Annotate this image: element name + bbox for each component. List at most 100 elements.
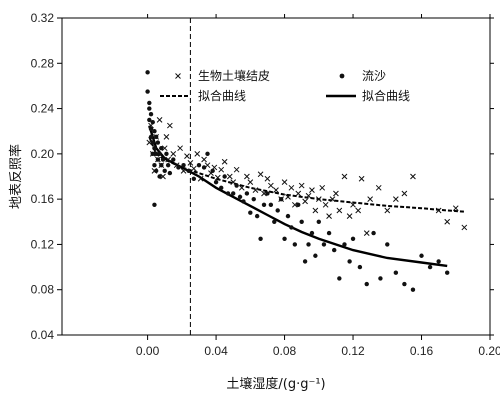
sand-point (171, 157, 176, 162)
crust-point (273, 187, 279, 193)
sand-point (251, 196, 256, 202)
y-tick-label: 0.20 (31, 147, 55, 161)
sand-point (289, 225, 294, 230)
crust-point (190, 165, 197, 172)
crust-point (261, 190, 267, 197)
sand-point (282, 236, 287, 241)
cross-stroke (264, 175, 271, 182)
cross-stroke (201, 156, 207, 163)
crust-point (163, 134, 170, 140)
y-tick-label: 0.24 (31, 102, 55, 116)
crust-point (281, 179, 288, 186)
sand-point (268, 202, 274, 208)
sand-point (148, 126, 154, 132)
crust-point (384, 207, 391, 214)
cross-stroke (238, 184, 245, 191)
sand-point (364, 281, 369, 287)
sand-point (302, 259, 308, 264)
legend-sand-marker (339, 73, 345, 79)
sand-point (159, 145, 164, 151)
sand-point (176, 165, 181, 170)
sand-point (309, 230, 315, 236)
sand-point (157, 151, 162, 157)
sand-point (152, 129, 157, 134)
y-tick-label: 0.12 (31, 237, 55, 251)
sand-point (213, 179, 219, 185)
crust-point (346, 213, 353, 219)
cross-stroke (180, 167, 187, 174)
cross-stroke (435, 207, 442, 214)
legend-sand-fit-label: 拟合曲线 (362, 88, 410, 103)
sand-point (313, 253, 318, 258)
crust-point (146, 139, 153, 146)
cross-stroke (160, 173, 166, 180)
crust-point (187, 160, 194, 166)
cross-stroke (218, 166, 225, 173)
cross-stroke (190, 165, 197, 172)
cross-stroke (233, 166, 240, 173)
crust-point (336, 207, 343, 214)
crust-point (170, 151, 177, 157)
crust-point (268, 182, 274, 189)
sand-point (191, 176, 197, 181)
cross-stroke (329, 196, 336, 202)
sand-point (147, 117, 152, 123)
cross-stroke (322, 201, 329, 208)
sand-point (402, 281, 407, 287)
sand-point (222, 174, 227, 179)
cross-stroke (187, 160, 194, 166)
sand-point (145, 89, 150, 94)
crust-point (355, 207, 362, 214)
crust-point (194, 151, 201, 157)
crust-point (341, 173, 348, 180)
cross-stroke (346, 213, 353, 219)
crust-point (288, 184, 295, 191)
cross-stroke (257, 171, 264, 178)
cross-stroke (173, 162, 180, 169)
crust-point (160, 173, 166, 180)
cross-stroke (336, 207, 343, 214)
cross-stroke (355, 207, 362, 214)
crust-point (358, 175, 365, 182)
sand-point (371, 230, 376, 236)
cross-stroke (326, 213, 332, 219)
y-tick-label: 0.08 (31, 283, 55, 297)
sand-point (265, 191, 270, 196)
sand-point (261, 202, 267, 208)
sand-point (244, 191, 250, 196)
sand-point (234, 183, 239, 188)
cross-stroke (273, 187, 279, 193)
sand-point (157, 174, 162, 179)
cross-stroke (221, 158, 228, 165)
cross-stroke (268, 182, 274, 189)
legend-sand-label: 流沙 (362, 69, 386, 83)
sand-point (285, 213, 291, 219)
cross-stroke (175, 73, 181, 79)
sand-point (445, 270, 450, 275)
cross-stroke (156, 117, 163, 123)
cross-stroke (230, 179, 237, 186)
cross-stroke (452, 205, 459, 212)
sand-point (152, 145, 157, 151)
cross-stroke (358, 175, 365, 182)
sand-point (165, 162, 171, 168)
crust-point (392, 196, 399, 202)
plot-frame (61, 17, 491, 336)
cross-stroke (163, 134, 170, 140)
sand-point (427, 264, 433, 270)
cross-stroke (244, 173, 250, 180)
sand-point (316, 219, 321, 224)
fit-curve-sand (148, 125, 448, 268)
sand-point (148, 134, 154, 140)
crust-point (401, 190, 408, 197)
cross-stroke (291, 201, 298, 208)
cross-stroke (350, 201, 356, 208)
sand-point (347, 259, 352, 264)
y-axis-label: 地表反照率 (8, 144, 24, 209)
cross-stroke (197, 175, 204, 182)
sand-point (378, 276, 383, 281)
crust-point (322, 201, 329, 208)
cross-stroke (305, 192, 312, 199)
sand-point (219, 185, 224, 191)
cross-stroke (392, 196, 399, 202)
